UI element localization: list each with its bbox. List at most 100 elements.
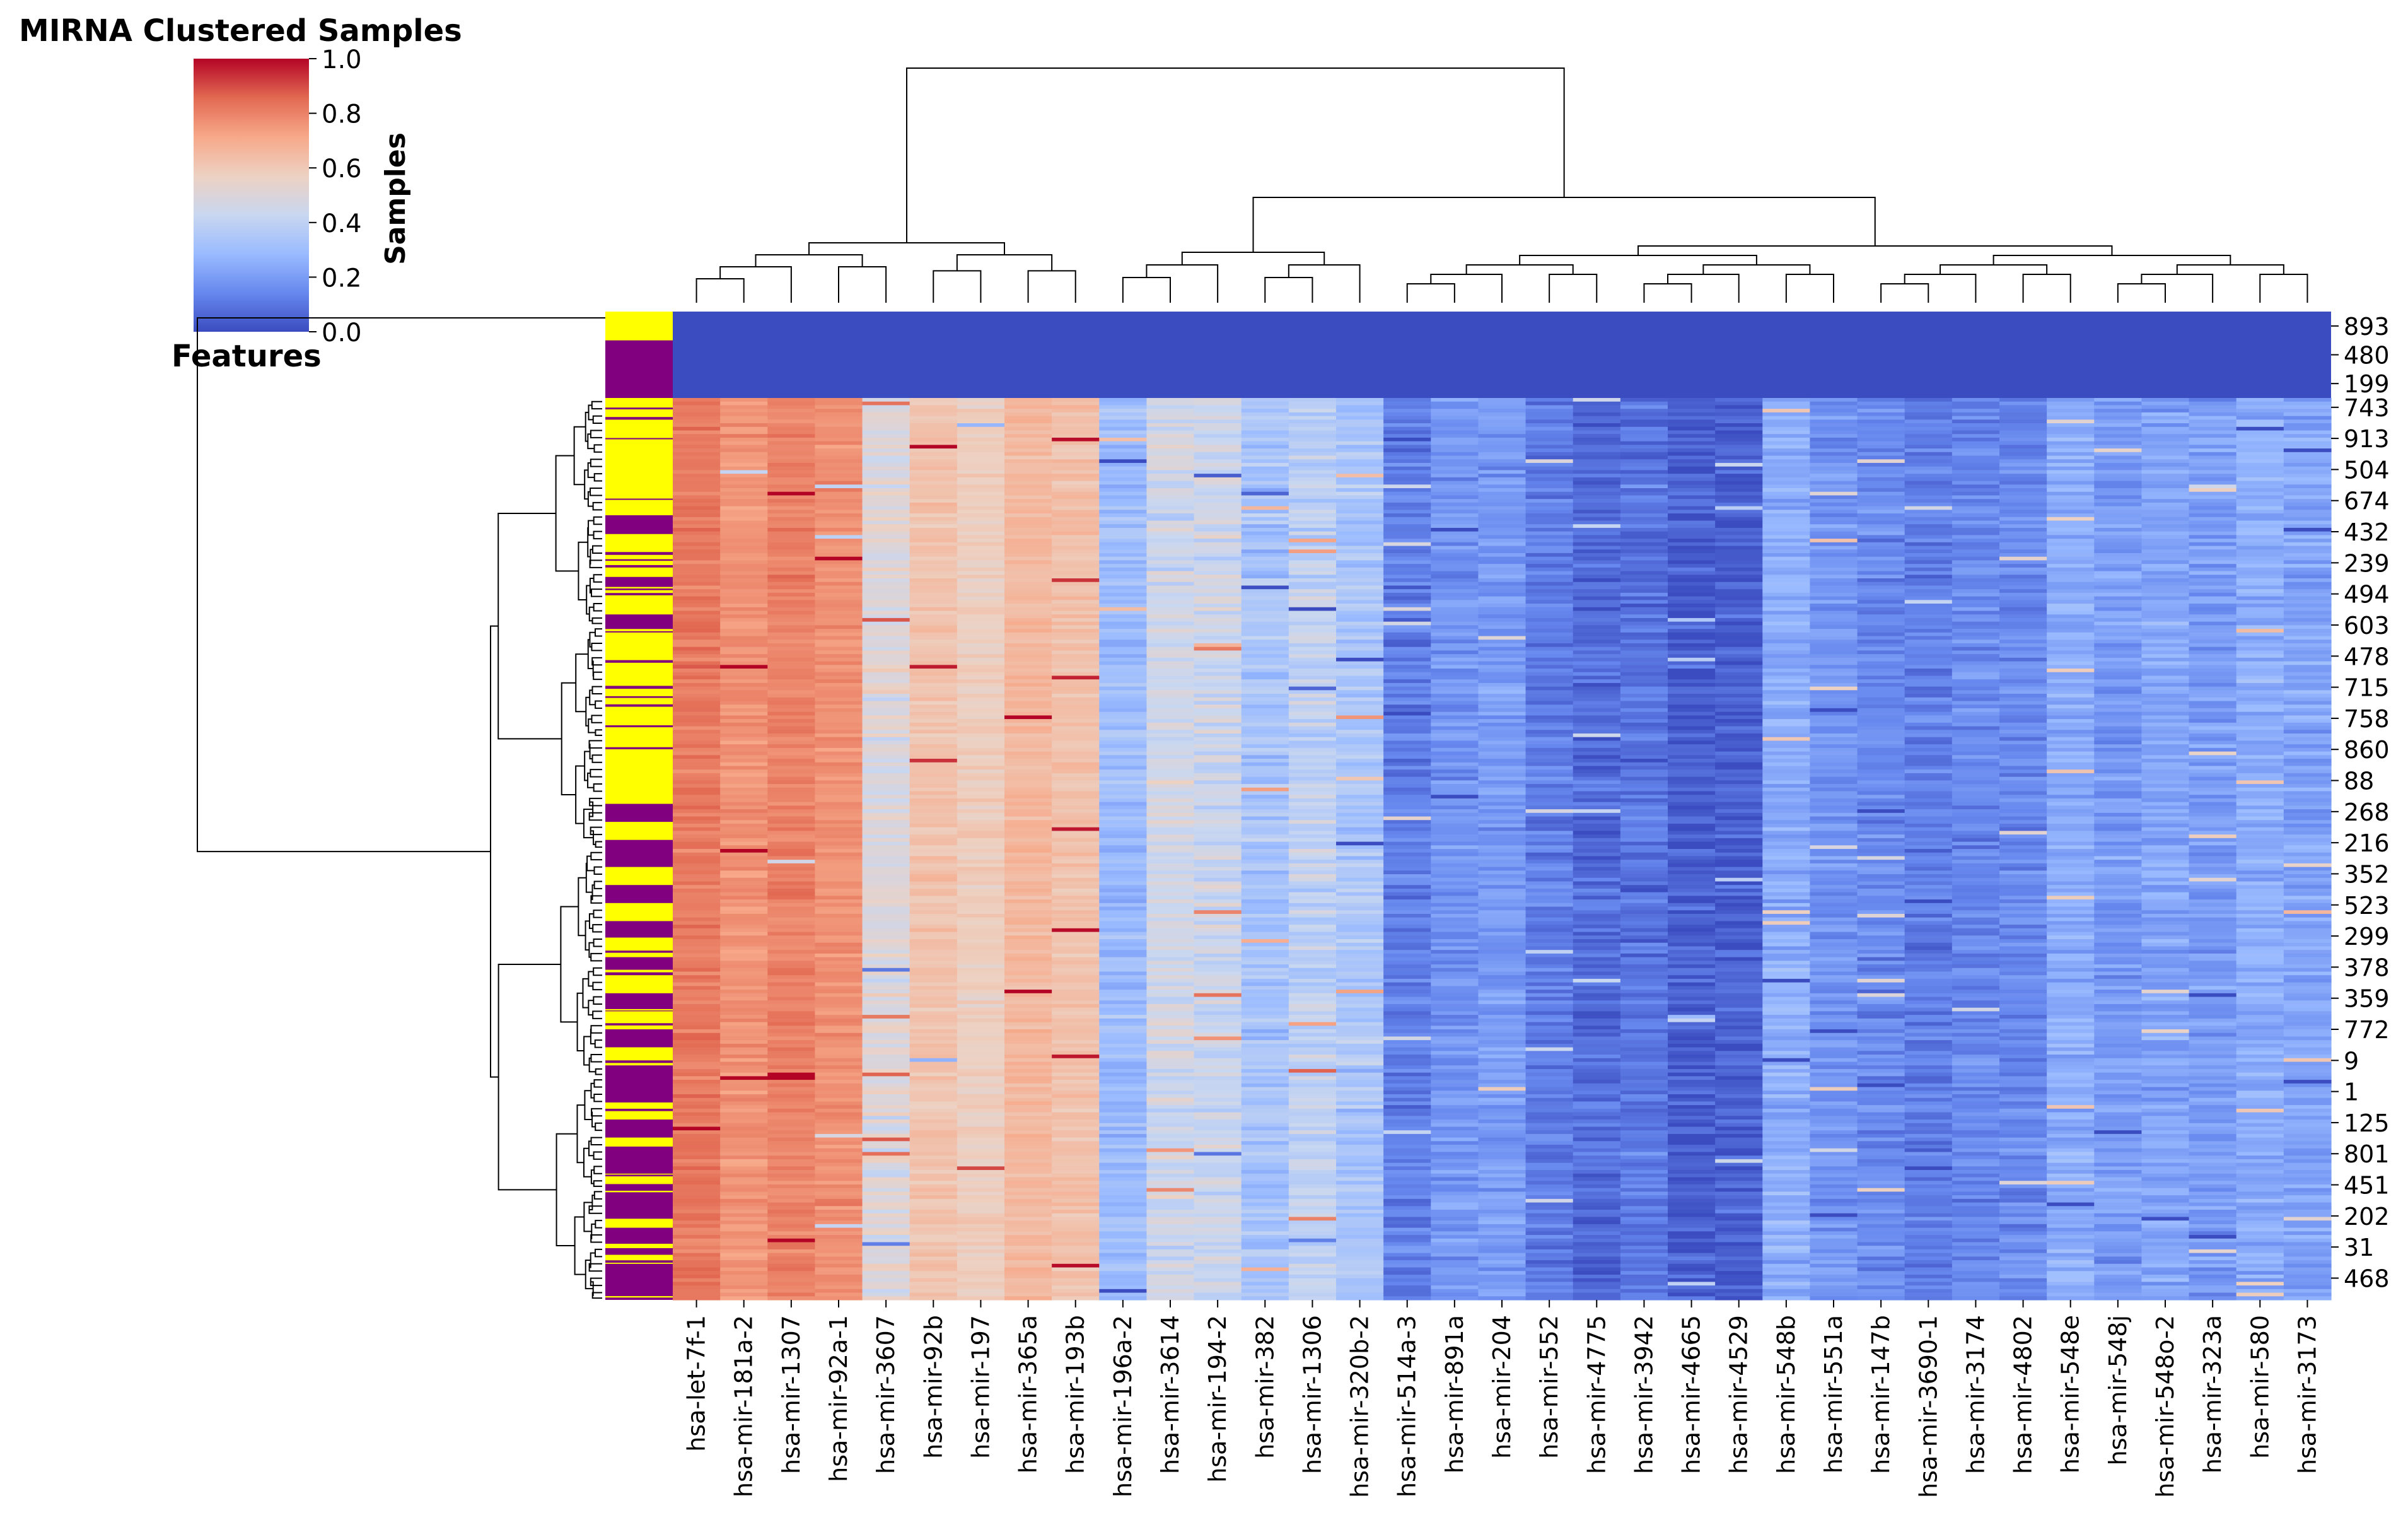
heatmap-cell — [909, 1000, 958, 1005]
heatmap-cell — [1241, 917, 1289, 921]
heatmap-cell — [673, 1051, 721, 1055]
heatmap-cell — [1288, 867, 1337, 871]
heatmap-cell — [957, 575, 1005, 579]
heatmap-cell — [767, 827, 816, 831]
heatmap-cell — [1194, 690, 1242, 694]
heatmap-cell — [1478, 679, 1527, 684]
heatmap-cell — [1052, 1238, 1100, 1243]
heatmap-cell — [957, 697, 1005, 702]
heatmap-cell — [1194, 510, 1242, 514]
heatmap-cell — [1194, 942, 1242, 947]
heatmap-cell — [1146, 903, 1195, 908]
heatmap-cell — [1478, 1181, 1527, 1185]
heatmap-cell — [673, 1026, 721, 1030]
heatmap-cell — [909, 852, 958, 857]
heatmap-cell — [862, 690, 910, 694]
heatmap-cell — [957, 578, 1005, 583]
dendrogram-link — [591, 401, 602, 410]
heatmap-cell — [1146, 1159, 1195, 1164]
heatmap-cell — [815, 604, 863, 608]
heatmap-cell — [1288, 582, 1337, 587]
heatmap-cell — [1336, 524, 1384, 529]
heatmap-cell — [1383, 946, 1431, 950]
heatmap-cell — [1194, 459, 1242, 464]
feature-color-stripe — [605, 1183, 673, 1184]
heatmap-cell — [1288, 549, 1337, 554]
heatmap-cell — [1241, 950, 1289, 954]
heatmap-cell — [720, 520, 768, 525]
dendrogram-link — [591, 545, 602, 554]
heatmap-cell — [1004, 1202, 1052, 1207]
heatmap-cell — [1241, 1206, 1289, 1210]
heatmap-cell — [862, 679, 910, 684]
heatmap-cell — [1004, 971, 1052, 976]
heatmap-cell — [957, 1047, 1005, 1051]
heatmap-cell — [1288, 986, 1337, 990]
heatmap-cell — [720, 932, 768, 936]
heatmap-cell — [1336, 874, 1384, 879]
heatmap-cell — [1478, 939, 1527, 944]
heatmap-cell — [1099, 711, 1148, 716]
heatmap-cell — [1478, 769, 1527, 774]
heatmap-cell — [1004, 860, 1052, 864]
heatmap-cell — [1099, 751, 1148, 756]
heatmap-cell — [1383, 852, 1431, 857]
dendrogram-link — [593, 1093, 602, 1102]
heatmap-cell — [1383, 747, 1431, 752]
heatmap-cell — [1525, 780, 1574, 785]
heatmap-cell — [1478, 672, 1527, 677]
heatmap-cell — [1478, 719, 1527, 723]
heatmap-cell — [862, 986, 910, 990]
heatmap-cell — [1194, 1018, 1242, 1023]
heatmap-cell — [957, 665, 1005, 669]
heatmap-cell — [673, 867, 721, 871]
heatmap-cell — [673, 607, 721, 612]
heatmap-cell — [1099, 470, 1148, 474]
heatmap-cell — [767, 1166, 816, 1171]
heatmap-cell — [1431, 701, 1479, 705]
heatmap-cell — [1099, 784, 1148, 788]
heatmap-cell — [1146, 1137, 1195, 1142]
heatmap-cell — [1478, 654, 1527, 658]
heatmap-cell — [1431, 571, 1479, 575]
heatmap-cell — [815, 1242, 863, 1246]
heatmap-cell — [1146, 1130, 1195, 1135]
heatmap-cell — [1004, 556, 1052, 561]
heatmap-cell — [1241, 596, 1289, 600]
heatmap-cell — [1004, 856, 1052, 860]
heatmap-cell — [957, 455, 1005, 460]
heatmap-cell — [1525, 910, 1574, 915]
heatmap-cell — [1431, 1267, 1479, 1272]
heatmap-cell — [1525, 419, 1574, 424]
heatmap-cell — [1241, 701, 1289, 705]
heatmap-cell — [1431, 1080, 1479, 1084]
heatmap-cell — [1383, 802, 1431, 806]
heatmap-cell — [909, 1061, 958, 1066]
heatmap-cell — [1336, 614, 1384, 619]
heatmap-cell — [1241, 766, 1289, 770]
heatmap-cell — [1052, 1058, 1100, 1063]
heatmap-cell — [1004, 405, 1052, 409]
heatmap-cell — [957, 1145, 1005, 1149]
heatmap-cell — [1383, 805, 1431, 810]
feature-color-stripe — [605, 1079, 673, 1081]
heatmap-cell — [1146, 953, 1195, 958]
heatmap-cell — [767, 831, 816, 835]
heatmap-cell — [1004, 921, 1052, 925]
heatmap-cell — [909, 589, 958, 594]
heatmap-cell — [767, 542, 816, 547]
heatmap-cell — [673, 823, 721, 828]
heatmap-cell — [1194, 1076, 1242, 1080]
heatmap-cell — [673, 1184, 721, 1189]
dendrogram-link — [1637, 245, 2113, 255]
heatmap-cell — [720, 484, 768, 489]
heatmap-cell — [1383, 791, 1431, 795]
heatmap-cell — [1099, 1105, 1148, 1109]
heatmap-cell — [1099, 986, 1148, 990]
heatmap-cell — [862, 491, 910, 496]
heatmap-cell — [1336, 1249, 1384, 1254]
heatmap-cell — [1525, 556, 1574, 561]
heatmap-cell — [1431, 669, 1479, 673]
dendrogram-link — [582, 978, 589, 1009]
heatmap-cell — [909, 625, 958, 629]
